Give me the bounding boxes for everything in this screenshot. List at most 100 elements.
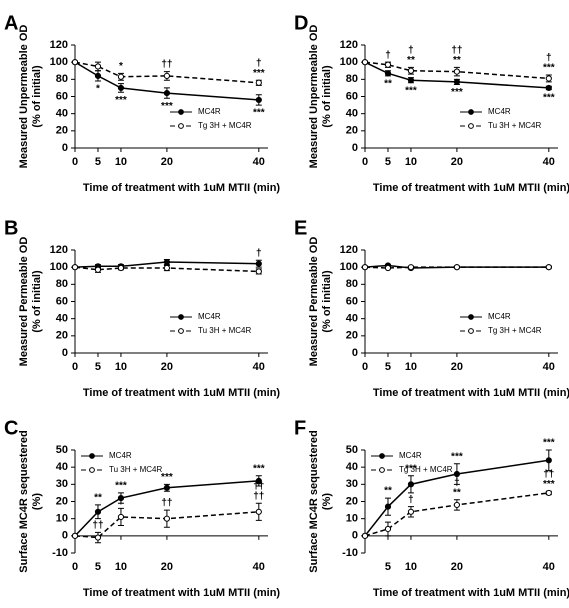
y-tick-label: 0 — [62, 347, 68, 359]
legend-label: MC4R — [488, 107, 511, 116]
data-point — [453, 470, 461, 478]
legend-marker — [379, 467, 385, 473]
legend-marker — [89, 453, 95, 459]
significance-label: *** — [405, 463, 417, 474]
significance-label: ** — [384, 79, 392, 90]
y-tick-label: 30 — [56, 478, 68, 490]
y-tick-label: 40 — [346, 461, 358, 473]
x-tick-label: 20 — [451, 561, 463, 573]
series-line — [364, 266, 549, 269]
legend-label: Tg 3H + MC4R — [399, 465, 453, 474]
significance-label: *** — [451, 87, 463, 98]
data-point — [71, 264, 79, 271]
significance-label: †† — [92, 520, 103, 531]
x-tick-label: 40 — [543, 156, 555, 168]
data-point — [255, 79, 262, 86]
legend-marker — [178, 109, 184, 115]
y-tick-label: 20 — [56, 125, 68, 137]
x-tick-label: 5 — [95, 156, 101, 168]
x-tick-label: 10 — [115, 561, 127, 573]
x-tick-label: 20 — [451, 361, 463, 373]
y-tick-label: 60 — [56, 295, 68, 307]
significance-label: † — [454, 477, 460, 488]
data-point — [384, 61, 392, 68]
y-tick-label: 20 — [346, 330, 358, 342]
x-axis-label: Time of treatment with 1uM MTII (min) — [83, 587, 281, 599]
significance-label: †† — [161, 498, 172, 509]
significance-label: † — [408, 494, 414, 505]
legend-label: Tu 3H + MC4R — [109, 465, 162, 474]
data-point — [407, 508, 415, 515]
x-tick-label: 5 — [385, 361, 391, 373]
legend-marker — [468, 109, 474, 115]
data-point — [163, 89, 171, 97]
data-point — [117, 84, 125, 92]
y-tick-label: 40 — [346, 108, 358, 120]
x-tick-label: 0 — [72, 361, 78, 373]
x-tick-label: 20 — [161, 156, 173, 168]
y-tick-label: 60 — [346, 295, 358, 307]
y-tick-label: 60 — [56, 90, 68, 102]
panel-letter: A — [4, 12, 18, 34]
x-tick-label: 0 — [72, 156, 78, 168]
y-axis-label: (% of initial) — [31, 65, 43, 128]
y-tick-label: 100 — [50, 56, 68, 68]
legend-marker — [178, 123, 184, 129]
data-point — [117, 264, 125, 272]
panel-letter: D — [294, 12, 308, 34]
y-tick-label: 40 — [56, 108, 68, 120]
legend-marker — [468, 328, 474, 334]
data-point — [361, 59, 369, 66]
data-point — [94, 72, 102, 80]
panel-letter: C — [4, 417, 18, 439]
x-axis-label: Time of treatment with 1uM MTII (min) — [373, 182, 569, 194]
x-tick-label: 5 — [95, 561, 101, 573]
series-line — [364, 61, 549, 80]
legend-label: Tg 3H + MC4R — [488, 326, 542, 335]
data-point — [545, 84, 552, 92]
y-tick-label: 0 — [352, 347, 358, 359]
significance-label: *** — [543, 63, 555, 74]
data-point — [361, 264, 369, 271]
x-axis-label: Time of treatment with 1uM MTII (min) — [373, 387, 569, 399]
y-tick-label: 80 — [346, 73, 358, 85]
y-tick-label: 100 — [340, 56, 358, 68]
significance-label: †† — [253, 491, 264, 502]
significance-label: *** — [543, 438, 555, 449]
data-point — [163, 258, 171, 266]
data-point — [545, 489, 552, 497]
series-line — [74, 511, 259, 539]
y-tick-label: -10 — [52, 547, 68, 559]
legend-marker — [89, 467, 95, 473]
y-tick-label: 80 — [346, 278, 358, 290]
significance-label: ** — [94, 493, 102, 504]
x-axis-label: Time of treatment with 1uM MTII (min) — [83, 387, 281, 399]
panel-letter: B — [4, 217, 18, 239]
significance-label: *** — [405, 85, 417, 96]
significance-label: *** — [253, 68, 265, 79]
y-tick-label: 80 — [56, 278, 68, 290]
x-tick-label: 40 — [253, 561, 265, 573]
legend-label: MC4R — [488, 312, 511, 321]
significance-label: *** — [543, 92, 555, 103]
significance-label: †† — [543, 469, 554, 480]
significance-label: † — [256, 248, 262, 259]
x-tick-label: 5 — [385, 561, 391, 573]
data-point — [545, 75, 552, 82]
x-tick-label: 0 — [72, 561, 78, 573]
x-tick-label: 10 — [405, 361, 417, 373]
y-tick-label: 0 — [352, 142, 358, 154]
data-point — [117, 73, 125, 80]
y-tick-label: 40 — [346, 313, 358, 325]
significance-label: †† — [253, 481, 264, 492]
y-tick-label: -10 — [342, 547, 358, 559]
significance-label: †† — [451, 45, 462, 56]
y-tick-label: 80 — [56, 73, 68, 85]
